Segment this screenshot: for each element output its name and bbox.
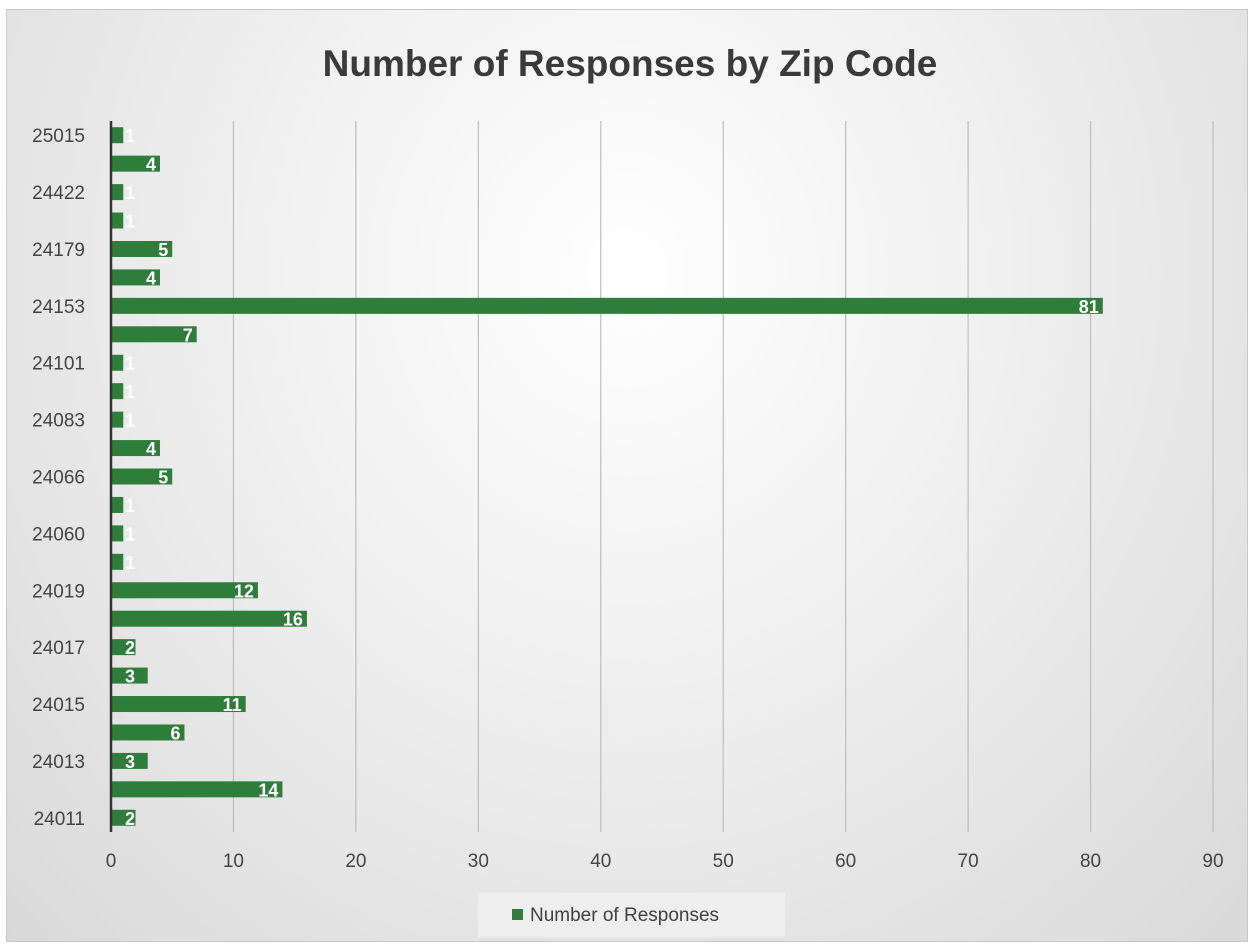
bar[interactable] [111,184,124,201]
bar[interactable] [111,212,124,229]
bar[interactable] [111,127,124,144]
data-label: 1 [125,212,135,232]
x-tick-label: 90 [1202,851,1223,872]
bar[interactable] [111,525,124,542]
data-label: 1 [125,496,135,516]
bars [111,127,1103,826]
legend[interactable]: Number of Responses [478,893,785,937]
bar[interactable] [111,553,124,570]
data-label: 1 [125,354,135,374]
bar[interactable] [111,752,148,769]
x-tick-label: 20 [345,851,366,872]
y-tick-label: 24011 [34,809,85,830]
legend-label: Number of Responses [530,905,719,926]
x-tick-label: 40 [590,851,611,872]
data-label: 1 [125,382,135,402]
data-label: 5 [158,240,168,260]
bar[interactable] [111,240,173,257]
axes: 0 10 20 30 40 50 60 70 80 90 24011 24013 24015 24017 2… [32,121,1224,872]
bar[interactable] [111,496,124,513]
x-tick-label: 30 [468,851,489,872]
bar[interactable] [111,468,173,485]
data-label: 2 [125,638,135,658]
y-tick-label: 24153 [32,297,85,318]
legend-swatch [512,909,523,920]
bar[interactable] [111,696,246,713]
bar[interactable] [111,326,197,343]
bar[interactable] [111,297,1103,314]
data-label: 3 [125,752,135,772]
x-tick-label: 80 [1080,851,1101,872]
data-label: 4 [146,439,156,459]
y-tick-label: 24060 [32,524,85,545]
bar[interactable] [111,610,307,627]
y-tick-label: 24083 [32,411,85,432]
data-label: 4 [146,155,156,175]
y-tick-label: 24013 [32,752,85,773]
bar[interactable] [111,809,136,826]
data-label: 11 [223,695,242,715]
data-label: 1 [125,553,135,573]
data-label: 1 [125,183,135,203]
data-label: 5 [158,468,168,488]
bar[interactable] [111,383,124,400]
bar[interactable] [111,155,160,172]
x-tick-label: 60 [835,851,856,872]
y-tick-label: 24179 [32,240,85,261]
data-label: 6 [170,723,180,743]
data-label: 16 [283,610,303,630]
bar[interactable] [111,354,124,371]
data-label: 12 [234,581,254,601]
bar[interactable] [111,781,283,798]
x-tick-label: 0 [106,851,117,872]
bar[interactable] [111,582,258,599]
y-tick-label: 24101 [32,354,85,375]
data-label: 1 [125,411,135,431]
data-label: 81 [1079,297,1099,317]
bar[interactable] [111,724,185,741]
y-tick-label: 25015 [32,126,85,147]
legend-box [478,893,785,937]
gridlines [232,121,1214,832]
data-label: 2 [125,809,135,829]
bar[interactable] [111,269,160,286]
y-tick-label: 24422 [32,183,85,204]
data-label: 1 [125,524,135,544]
bar[interactable] [111,639,136,656]
x-tick-label: 50 [713,851,734,872]
y-tick-label: 24015 [32,695,85,716]
bar[interactable] [111,411,124,428]
bar[interactable] [111,667,148,684]
x-tick-label: 70 [958,851,979,872]
y-tick-label: 24066 [32,468,85,489]
y-tick-label: 24017 [32,638,85,659]
chart-title: Number of Responses by Zip Code [323,43,938,84]
data-label: 14 [258,780,278,800]
data-label: 4 [146,268,156,288]
bar[interactable] [111,440,160,457]
x-tick-label: 10 [223,851,244,872]
data-label: 7 [183,325,193,345]
data-label: 3 [125,667,135,687]
data-label: 1 [125,126,135,146]
y-tick-label: 24019 [32,581,85,602]
